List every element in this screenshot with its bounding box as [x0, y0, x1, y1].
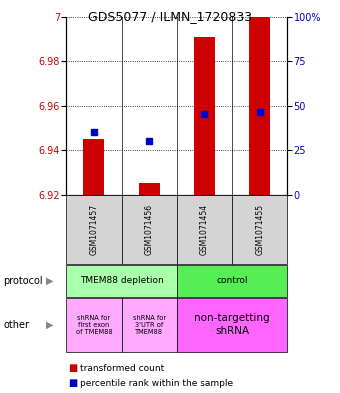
Text: GSM1071457: GSM1071457	[89, 204, 98, 255]
Text: control: control	[216, 277, 248, 285]
Text: TMEM88 depletion: TMEM88 depletion	[80, 277, 164, 285]
Text: ■: ■	[68, 363, 77, 373]
Text: GSM1071454: GSM1071454	[200, 204, 209, 255]
Text: GDS5077 / ILMN_1720833: GDS5077 / ILMN_1720833	[88, 10, 252, 23]
Text: non-targetting
shRNA: non-targetting shRNA	[194, 314, 270, 336]
Text: other: other	[3, 320, 29, 330]
Text: ▶: ▶	[46, 276, 53, 286]
Bar	[83, 139, 104, 195]
Bar	[194, 37, 215, 195]
Text: ■: ■	[68, 378, 77, 388]
Text: transformed count: transformed count	[80, 364, 164, 373]
Text: ▶: ▶	[46, 320, 53, 330]
Bar	[139, 184, 160, 195]
Bar	[249, 17, 270, 195]
Text: shRNA for
first exon
of TMEM88: shRNA for first exon of TMEM88	[75, 315, 112, 334]
Text: protocol: protocol	[3, 276, 43, 286]
Text: GSM1071456: GSM1071456	[145, 204, 154, 255]
Text: percentile rank within the sample: percentile rank within the sample	[80, 379, 233, 387]
Text: shRNA for
3'UTR of
TMEM88: shRNA for 3'UTR of TMEM88	[133, 315, 166, 334]
Text: GSM1071455: GSM1071455	[255, 204, 264, 255]
